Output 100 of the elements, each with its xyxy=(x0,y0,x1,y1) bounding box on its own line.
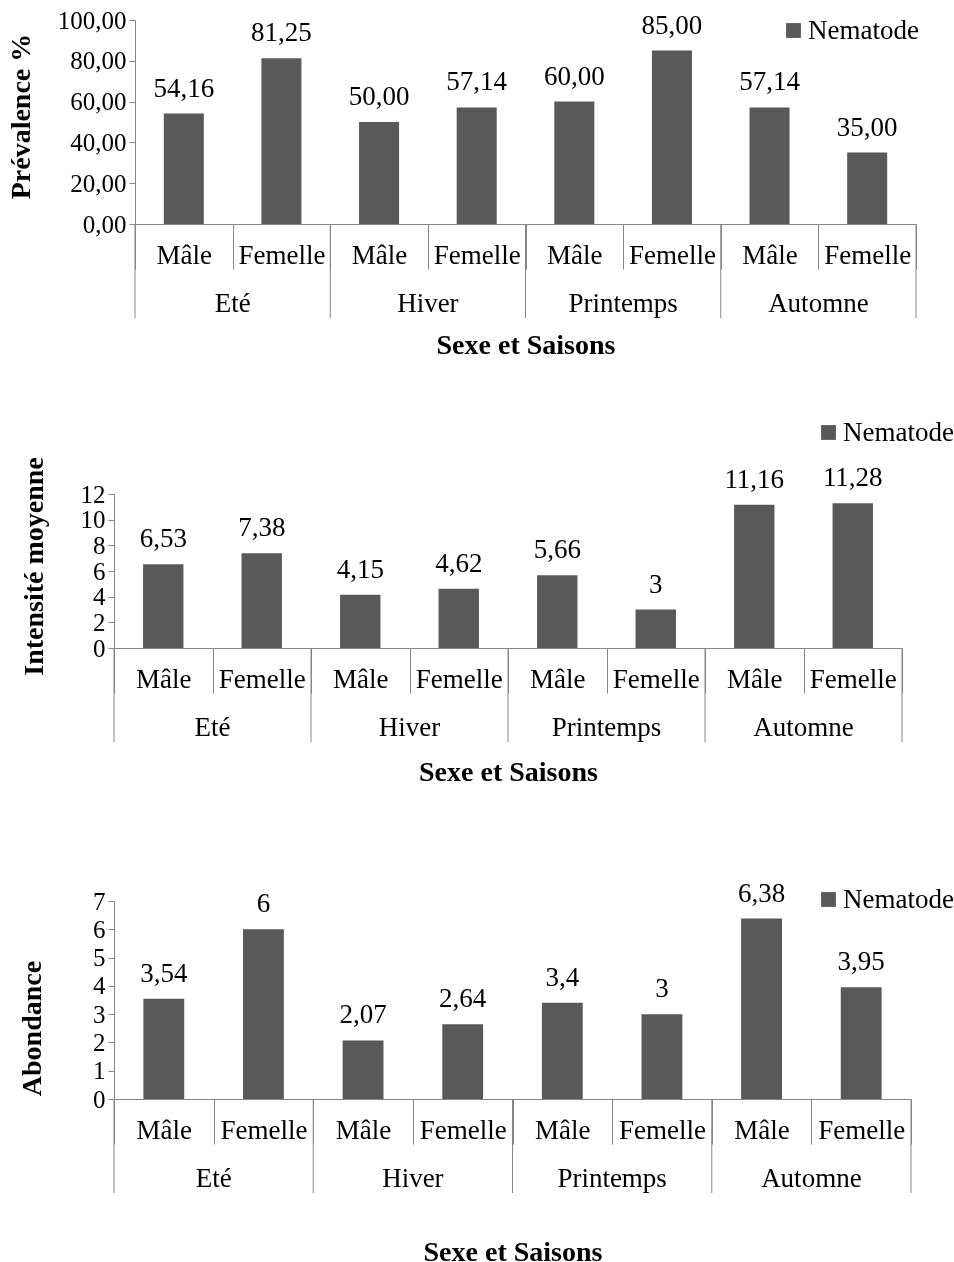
x-axis-title: Sexe et Saisons xyxy=(423,1235,603,1262)
y-axis-title: Prévalence % xyxy=(4,33,36,200)
y-tick-label: 7 xyxy=(93,887,106,915)
bar xyxy=(163,113,204,224)
x-tick-label: Femelle xyxy=(818,1114,906,1145)
x-tick-label: Femelle xyxy=(618,1114,706,1145)
data-label: 5,66 xyxy=(533,534,581,565)
y-tick-label: 60,00 xyxy=(70,88,127,116)
x-tick-label: Mâle xyxy=(335,1114,392,1145)
x-tick-label: Femelle xyxy=(824,239,912,270)
bar xyxy=(340,594,381,648)
bar xyxy=(359,122,400,224)
bar xyxy=(261,58,302,224)
x-tick-label: Mâle xyxy=(535,1114,591,1145)
x-tick-label: Mâle xyxy=(333,663,389,694)
x-tick-label: Femelle xyxy=(419,1114,507,1145)
legend-label: Nematode xyxy=(843,883,954,914)
y-tick-label: 10 xyxy=(80,506,106,534)
data-label: 57,14 xyxy=(446,66,508,97)
x-axis-title: Sexe et Saisons xyxy=(436,328,616,360)
y-tick-label: 2 xyxy=(93,1028,106,1056)
bar xyxy=(442,1024,484,1099)
x-tick-label: Femelle xyxy=(809,663,897,694)
data-label: 3,54 xyxy=(140,957,188,988)
text: Eté xyxy=(194,712,231,742)
y-tick-label: 1 xyxy=(93,1057,106,1085)
x-tick-label: Mâle xyxy=(727,663,783,694)
data-label: 6,53 xyxy=(139,523,187,554)
bar xyxy=(635,609,676,648)
text: Automne xyxy=(761,1163,862,1193)
bar xyxy=(541,1002,583,1099)
bar xyxy=(537,575,578,648)
y-tick-label: 4 xyxy=(93,583,106,611)
bar xyxy=(456,107,497,224)
text: Automne xyxy=(753,712,854,742)
y-tick-label: 0,00 xyxy=(82,210,127,238)
text: Eté xyxy=(195,1163,232,1193)
bar xyxy=(143,998,185,1099)
x-tick-label: Femelle xyxy=(220,1114,308,1145)
data-label: 6 xyxy=(256,888,271,919)
bar xyxy=(342,1040,384,1099)
y-axis-title: Abondance xyxy=(15,960,47,1097)
y-tick-label: 0 xyxy=(93,1085,106,1113)
bar xyxy=(749,107,790,224)
x-tick-label: Mâle xyxy=(136,663,192,694)
x-tick-label: Mâle xyxy=(156,239,213,270)
data-label: 3,95 xyxy=(837,946,885,977)
data-label: 4,15 xyxy=(336,553,384,584)
y-tick-label: 0 xyxy=(93,634,106,662)
y-tick-label: 2 xyxy=(93,608,106,636)
text: Printemps xyxy=(557,1163,667,1193)
y-tick-label: 6 xyxy=(93,557,106,585)
x-tick-label: Mâle xyxy=(742,239,798,270)
x-tick-label: Femelle xyxy=(238,239,326,270)
x-tick-label: Femelle xyxy=(628,239,716,270)
y-tick-label: 20,00 xyxy=(70,169,127,197)
y-tick-label: 3 xyxy=(93,1000,106,1028)
bar xyxy=(438,588,479,648)
y-tick-label: 8 xyxy=(93,531,106,559)
x-tick-label: Mâle xyxy=(351,239,408,270)
data-label: 85,00 xyxy=(641,9,703,40)
data-label: 60,00 xyxy=(543,60,605,91)
x-tick-label: Mâle xyxy=(547,239,603,270)
x-tick-label: Femelle xyxy=(612,663,700,694)
x-axis-title: Sexe et Saisons xyxy=(419,755,599,787)
bar xyxy=(554,101,595,224)
y-tick-label: 40,00 xyxy=(70,128,127,156)
bar xyxy=(243,929,284,1099)
data-label: 57,14 xyxy=(739,66,801,97)
text: Printemps xyxy=(551,712,662,742)
legend-label: Nematode xyxy=(843,416,954,447)
data-label: 81,25 xyxy=(251,17,312,48)
data-label: 50,00 xyxy=(348,81,410,111)
data-label: 4,62 xyxy=(435,547,483,578)
bar xyxy=(651,50,692,224)
data-label: 11,28 xyxy=(822,462,883,493)
data-label: 3 xyxy=(649,568,663,599)
data-label: 6,38 xyxy=(737,877,786,908)
text: Automne xyxy=(768,288,869,318)
x-tick-label: Mâle xyxy=(136,1114,193,1145)
y-tick-label: 4 xyxy=(93,972,106,1000)
data-label: 3 xyxy=(655,973,669,1004)
text: Hiver xyxy=(397,288,459,318)
data-label: 2,64 xyxy=(439,983,487,1014)
x-tick-label: Femelle xyxy=(433,239,521,270)
data-label: 3,4 xyxy=(545,961,580,992)
data-label: 11,16 xyxy=(724,463,785,494)
data-label: 7,38 xyxy=(238,512,286,543)
bar xyxy=(143,564,184,648)
x-tick-label: Femelle xyxy=(218,663,306,694)
bar xyxy=(741,918,782,1099)
data-label: 2,07 xyxy=(339,999,387,1030)
x-tick-label: Mâle xyxy=(734,1114,790,1145)
y-tick-label: 80,00 xyxy=(70,47,127,75)
y-tick-label: 100,00 xyxy=(57,6,127,34)
legend-label: Nematode xyxy=(808,14,919,45)
bar xyxy=(641,1014,683,1099)
data-label: 35,00 xyxy=(836,111,898,142)
bar xyxy=(840,987,882,1099)
y-axis-title: Intensité moyenne xyxy=(17,457,49,676)
